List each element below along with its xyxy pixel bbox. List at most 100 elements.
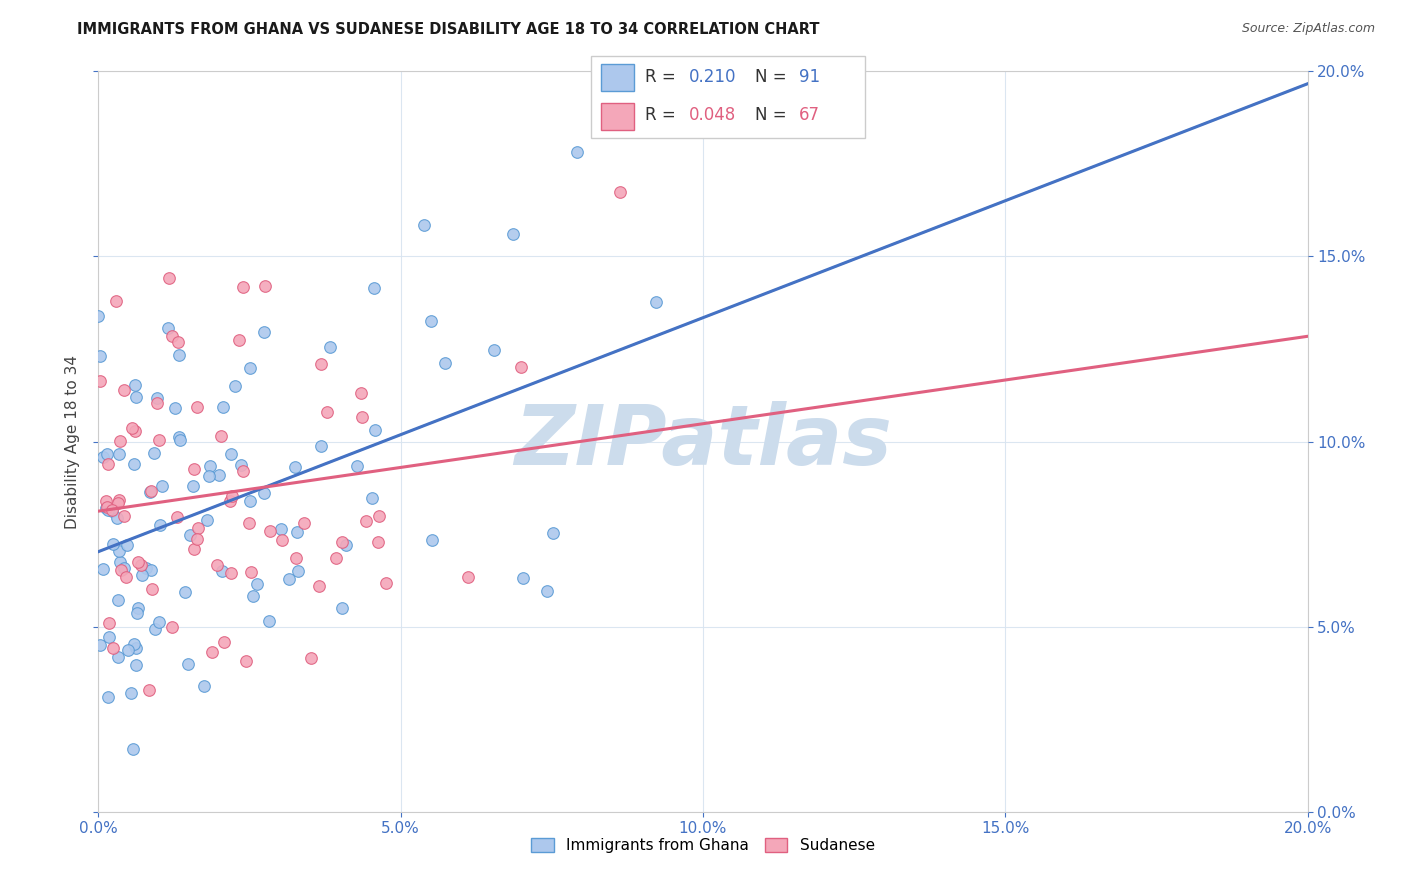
Point xyxy=(232,280,254,294)
Point xyxy=(484,343,506,357)
Point xyxy=(112,560,135,574)
Point xyxy=(139,563,162,577)
Point xyxy=(135,561,157,575)
Point xyxy=(219,566,242,581)
Point xyxy=(270,522,292,536)
Point xyxy=(107,592,129,607)
Point xyxy=(150,479,173,493)
Point xyxy=(512,571,534,585)
Point xyxy=(101,504,124,518)
Point xyxy=(502,227,524,242)
Point xyxy=(110,555,132,569)
Point xyxy=(124,457,146,471)
Point xyxy=(167,334,190,349)
Point xyxy=(219,447,242,461)
Point xyxy=(157,271,180,285)
Point xyxy=(253,279,276,293)
Point xyxy=(187,520,209,534)
Point xyxy=(97,457,120,471)
Point xyxy=(224,378,246,392)
Point xyxy=(156,321,179,335)
Point xyxy=(183,462,205,476)
Point xyxy=(277,572,299,586)
Point xyxy=(101,641,124,656)
Point xyxy=(96,447,118,461)
Text: IMMIGRANTS FROM GHANA VS SUDANESE DISABILITY AGE 18 TO 34 CORRELATION CHART: IMMIGRANTS FROM GHANA VS SUDANESE DISABI… xyxy=(77,22,820,37)
Point xyxy=(148,433,170,447)
Point xyxy=(160,620,183,634)
Point xyxy=(121,742,143,756)
Point xyxy=(97,631,120,645)
Point xyxy=(510,359,533,374)
Point xyxy=(285,525,308,540)
Text: 91: 91 xyxy=(799,68,820,86)
Point xyxy=(108,446,131,460)
Point xyxy=(107,493,129,508)
Y-axis label: Disability Age 18 to 34: Disability Age 18 to 34 xyxy=(65,354,80,529)
Point xyxy=(294,516,316,530)
Point xyxy=(457,570,479,584)
Point xyxy=(91,450,114,465)
Point xyxy=(330,600,353,615)
Point xyxy=(162,329,184,343)
Point xyxy=(146,392,169,406)
Point xyxy=(201,645,224,659)
Point xyxy=(143,623,166,637)
Point xyxy=(125,657,148,672)
FancyBboxPatch shape xyxy=(602,63,634,91)
Point xyxy=(101,503,124,517)
Point xyxy=(193,679,215,693)
Point xyxy=(112,383,135,397)
Point xyxy=(142,445,165,459)
Point xyxy=(149,518,172,533)
Point xyxy=(311,439,333,453)
Point xyxy=(645,294,668,309)
Point xyxy=(97,502,120,516)
Point xyxy=(129,558,152,572)
Point xyxy=(235,654,257,668)
Text: R =: R = xyxy=(645,106,682,124)
Point xyxy=(287,564,309,578)
Point xyxy=(167,348,190,362)
Point xyxy=(103,537,125,551)
Point xyxy=(186,400,208,414)
Point xyxy=(419,314,441,328)
Point xyxy=(609,186,631,200)
Point xyxy=(112,509,135,524)
Point xyxy=(127,606,149,620)
Point xyxy=(181,478,204,492)
Point xyxy=(125,390,148,404)
Point xyxy=(114,569,136,583)
Point xyxy=(221,489,243,503)
Point xyxy=(186,533,208,547)
FancyBboxPatch shape xyxy=(591,56,865,138)
Point xyxy=(541,525,564,540)
Point xyxy=(209,428,232,442)
Point xyxy=(138,682,160,697)
Point xyxy=(121,421,143,435)
Point xyxy=(330,534,353,549)
Point xyxy=(167,430,190,444)
Point xyxy=(350,386,373,401)
Point xyxy=(240,565,263,579)
Point xyxy=(139,484,162,499)
Point xyxy=(124,637,146,651)
Point xyxy=(96,493,118,508)
Point xyxy=(284,551,307,566)
Text: 0.048: 0.048 xyxy=(689,106,737,124)
Point xyxy=(350,409,373,424)
Point xyxy=(315,404,337,418)
Point xyxy=(183,542,205,557)
Point xyxy=(238,516,260,530)
Text: 0.210: 0.210 xyxy=(689,68,737,86)
Point xyxy=(363,280,385,294)
Point xyxy=(89,638,111,652)
Point xyxy=(232,464,254,478)
Point xyxy=(174,585,197,599)
Point xyxy=(218,494,240,508)
Point xyxy=(536,584,558,599)
Point xyxy=(318,340,340,354)
Point xyxy=(212,634,235,648)
Point xyxy=(309,357,332,371)
Point xyxy=(205,558,228,573)
